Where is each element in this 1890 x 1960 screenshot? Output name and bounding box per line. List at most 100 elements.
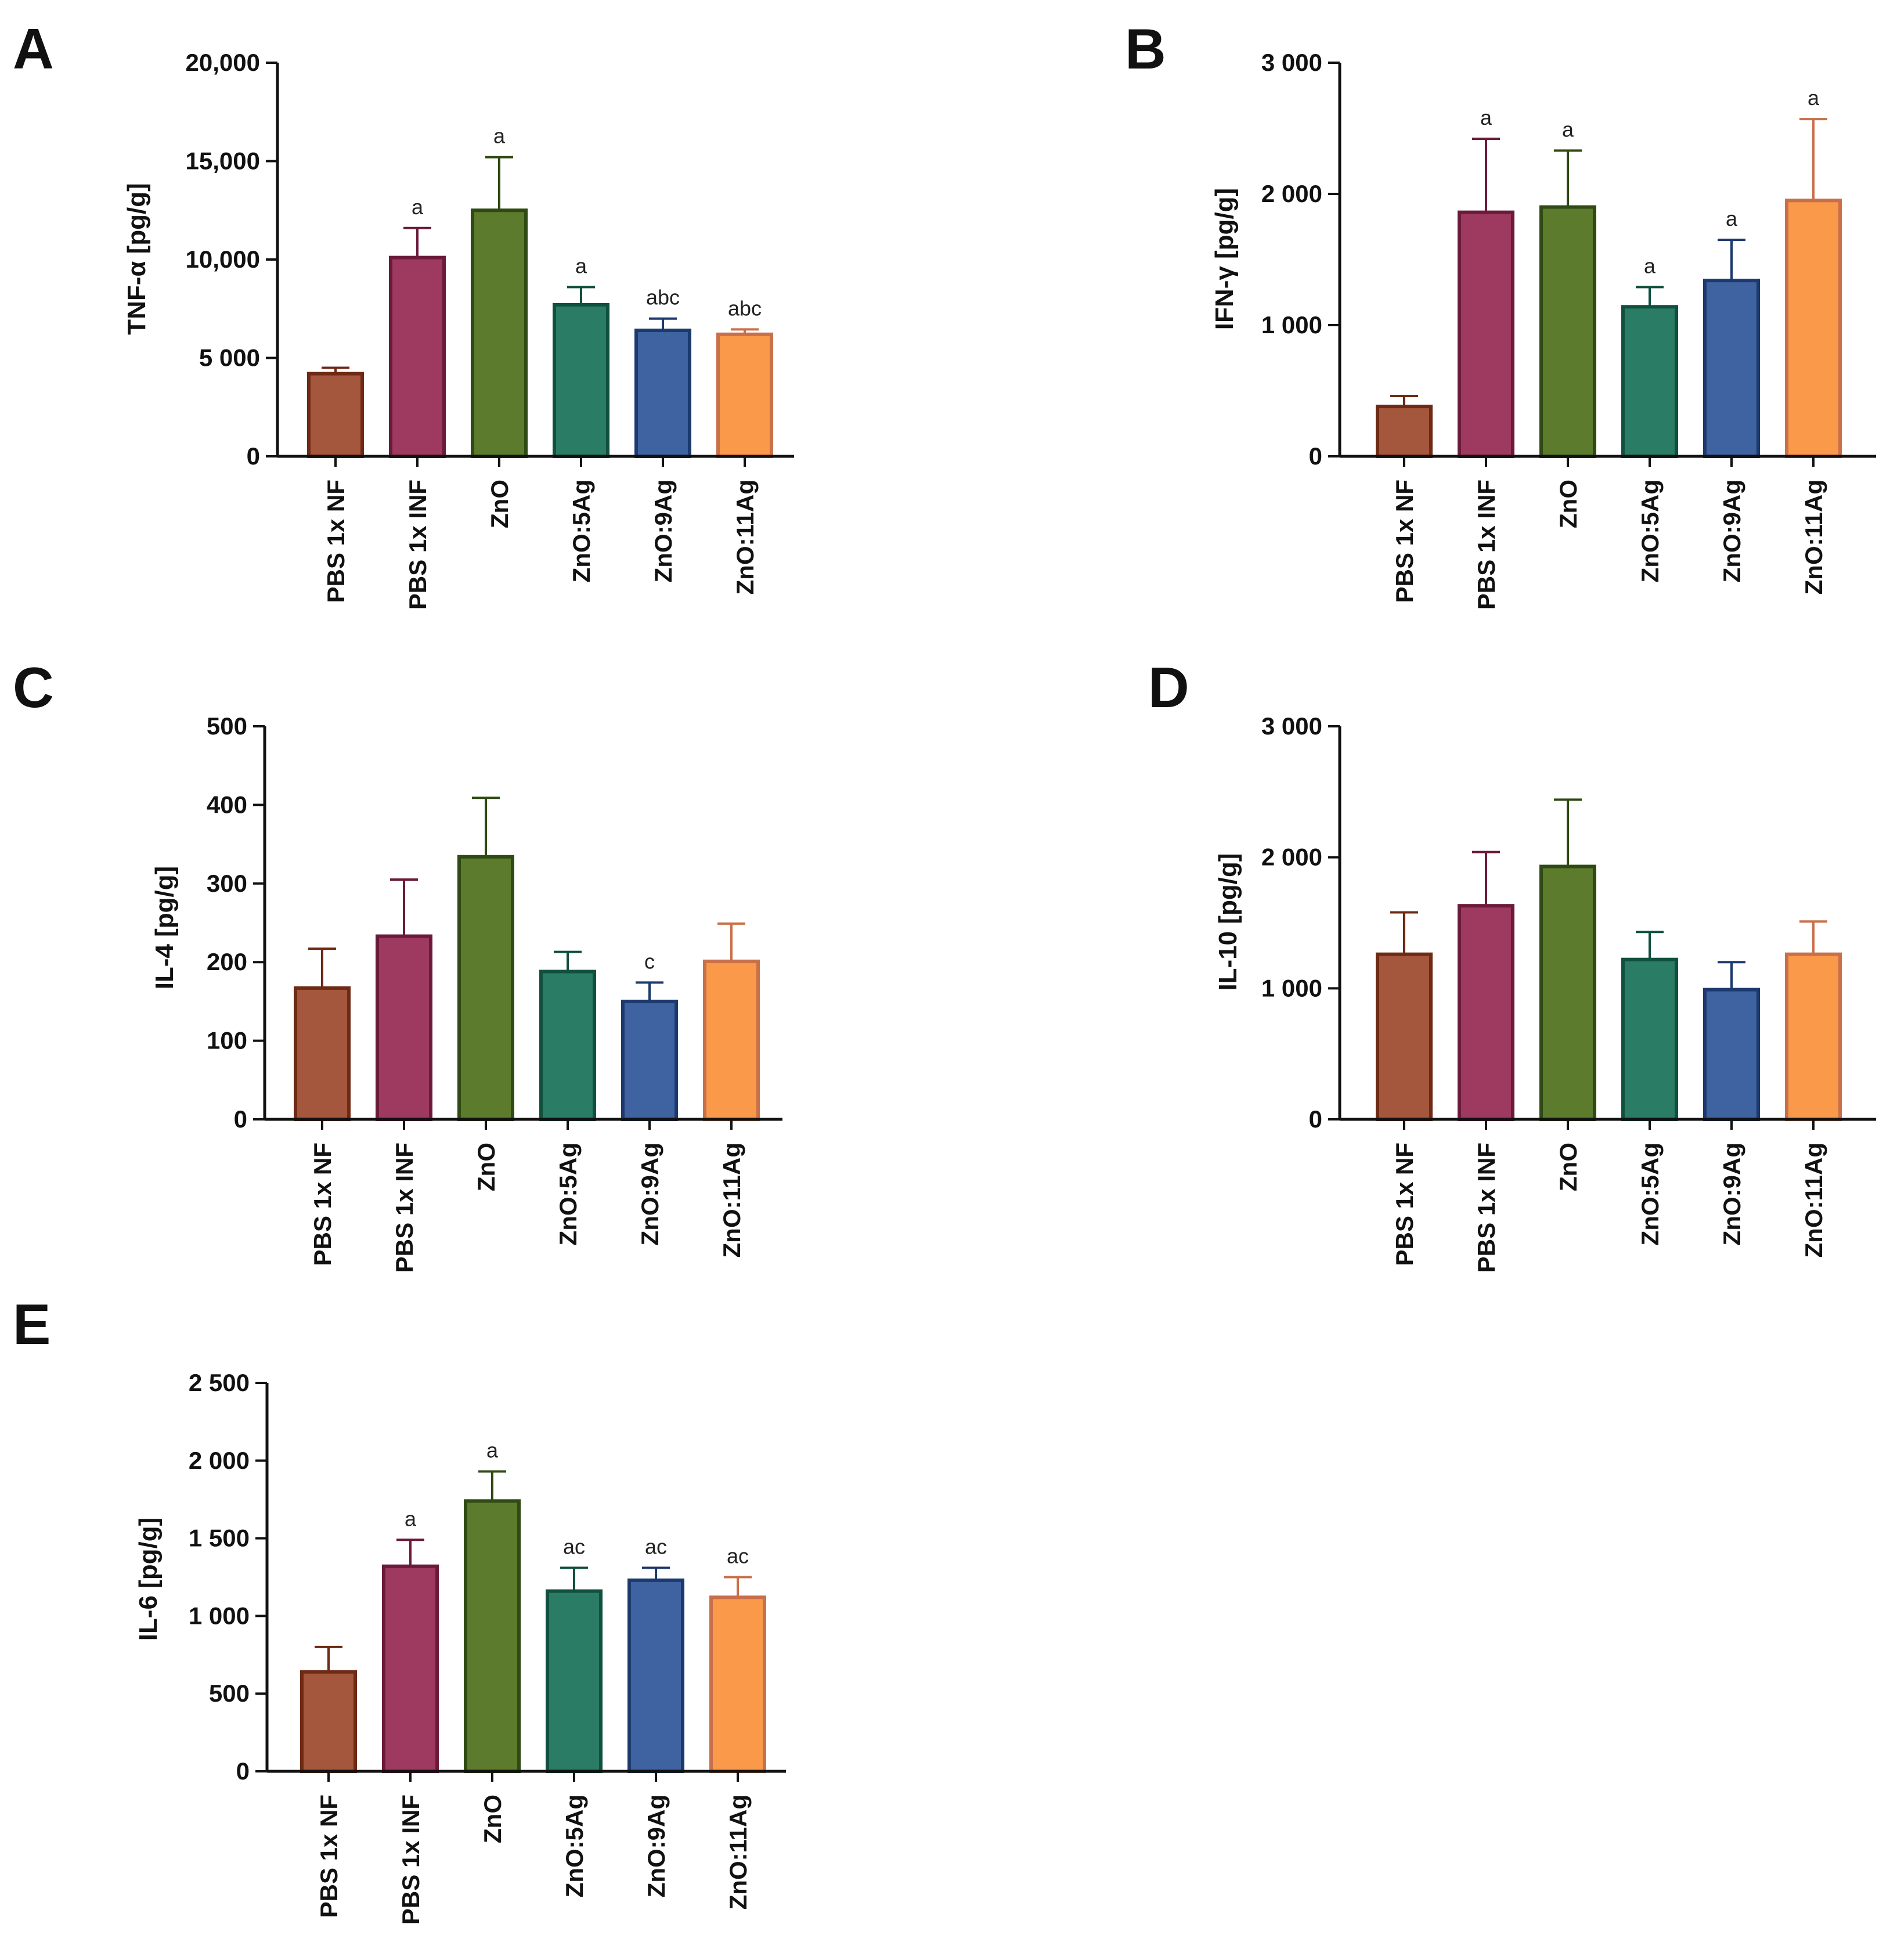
panel-e-significance-label: ac	[563, 1534, 585, 1558]
panel-e-y-tick-label: 2 500	[189, 1369, 250, 1396]
panel-b-category-label: PBS 1x INF	[1473, 480, 1500, 610]
panel-e-significance-label: a	[486, 1439, 499, 1462]
panel-c-ylabel: IL-4 [pg/g]	[150, 866, 179, 990]
panel-b-y-tick-label: 3 000	[1261, 49, 1322, 76]
panel-c-bar	[539, 970, 596, 1121]
panel-a-category-label: ZnO	[486, 480, 513, 528]
panel-e-category-label: ZnO:11Ag	[724, 1795, 752, 1909]
panel-b-category-label: ZnO:5Ag	[1636, 480, 1664, 582]
panel-d-bar	[1376, 952, 1433, 1122]
panel-c-bar	[621, 999, 678, 1122]
panel-e-category-label: ZnO:5Ag	[561, 1795, 588, 1897]
panel-d-category-label: ZnO:11Ag	[1800, 1143, 1827, 1258]
panel-c-category-label: ZnO:9Ag	[636, 1143, 663, 1245]
panel-a-ylabel: TNF-α [pg/g]	[122, 183, 151, 335]
panel-e-y-tick-label: 2 000	[189, 1447, 250, 1474]
panel-a-letter: A	[13, 17, 54, 81]
panel-b: B IFN-γ [pg/g] PBS 1x NF a PBS 1x INF a ZnO a…	[1125, 17, 1876, 610]
panel-c-y-tick-label: 500	[207, 712, 247, 740]
panel-b-bar	[1458, 210, 1514, 458]
panel-c-y-tick-label: 300	[207, 870, 247, 897]
panel-a-category-label: ZnO:11Ag	[731, 480, 759, 595]
panel-c-letter: C	[13, 655, 54, 719]
panel-e-y-tick-label: 1 500	[189, 1525, 250, 1552]
panel-a-category-label: PBS 1x INF	[404, 480, 431, 610]
panel-e-bar	[382, 1564, 439, 1774]
panel-d-letter: D	[1148, 655, 1189, 719]
panel-b-significance-label: a	[1562, 117, 1574, 141]
panel-e-significance-label: a	[405, 1507, 417, 1530]
panel-b-significance-label: a	[1644, 254, 1656, 278]
panel-c-y-tick-label: 0	[234, 1105, 247, 1133]
panel-d-ylabel: IL-10 [pg/g]	[1214, 853, 1242, 990]
panel-a-bar	[389, 255, 446, 458]
panel-e: E IL-6 [pg/g] PBS 1x NF a PBS 1x INF a ZnO ac…	[13, 1292, 786, 1925]
panel-a-significance-label: a	[575, 254, 587, 278]
panel-c-y-tick-label: 400	[207, 791, 247, 818]
panel-b-bar	[1376, 405, 1433, 458]
panel-b-y-tick-label: 2 000	[1261, 180, 1322, 207]
panel-d-bar	[1785, 952, 1842, 1122]
panel-a-y-tick-label: 10,000	[186, 246, 260, 273]
panel-a-bar	[471, 208, 528, 458]
panel-a-category-label: PBS 1x NF	[322, 480, 349, 603]
panel-a-category-label: ZnO:9Ag	[650, 480, 677, 582]
panel-b-ylabel: IFN-γ [pg/g]	[1210, 188, 1239, 330]
panel-b-category-label: ZnO:11Ag	[1800, 480, 1827, 595]
panel-b-category-label: PBS 1x NF	[1391, 480, 1418, 603]
panel-c-bar	[703, 959, 760, 1121]
panel-e-category-label: ZnO:9Ag	[643, 1795, 670, 1897]
panel-b-y-tick-label: 1 000	[1261, 311, 1322, 338]
panel-a-category-label: ZnO:5Ag	[568, 480, 595, 582]
panel-a-y-tick-label: 20,000	[186, 49, 260, 76]
panel-c-category-label: ZnO	[472, 1143, 500, 1191]
panel-b-bar	[1703, 279, 1760, 458]
panel-d-category-label: PBS 1x INF	[1473, 1143, 1500, 1273]
panel-e-ylabel: IL-6 [pg/g]	[134, 1518, 163, 1641]
panel-e-bar	[709, 1595, 766, 1774]
panel-d-category-label: ZnO:9Ag	[1718, 1143, 1745, 1245]
panel-d-category-label: PBS 1x NF	[1391, 1143, 1418, 1266]
panel-b-significance-label: a	[1480, 106, 1492, 129]
panel-d: D IL-10 [pg/g] PBS 1x NF PBS 1x INF ZnO ZnO…	[1148, 655, 1876, 1273]
panel-b-significance-label: a	[1808, 86, 1820, 110]
panel-c-y-tick-label: 100	[207, 1027, 247, 1054]
panel-c-category-label: PBS 1x NF	[309, 1143, 336, 1266]
panel-a-bar	[307, 372, 364, 458]
panel-a: A TNF-α [pg/g] PBS 1x NF a PBS 1x INF a ZnO a…	[13, 17, 794, 610]
panel-e-y-tick-label: 500	[209, 1680, 250, 1707]
panel-c-significance-label: c	[644, 949, 655, 973]
panel-b-letter: B	[1125, 17, 1166, 81]
panel-a-significance-label: a	[412, 195, 424, 219]
panel-b-y-tick-label: 0	[1309, 442, 1322, 470]
panel-d-bar	[1621, 957, 1678, 1121]
panel-d-bar	[1539, 864, 1596, 1122]
panel-d-y-tick-label: 3 000	[1261, 712, 1322, 740]
panel-e-significance-label: ac	[645, 1534, 667, 1558]
panel-d-y-tick-label: 0	[1309, 1105, 1322, 1133]
panel-a-significance-label: abc	[646, 286, 680, 309]
panel-c-bar	[457, 855, 514, 1122]
panel-a-y-tick-label: 5 000	[199, 344, 260, 372]
panel-e-letter: E	[13, 1292, 51, 1356]
panel-a-bar	[634, 329, 691, 458]
panel-b-bar	[1621, 305, 1678, 458]
panel-a-y-tick-label: 0	[247, 442, 260, 470]
panel-c-category-label: PBS 1x INF	[391, 1143, 418, 1273]
panel-d-bar	[1458, 904, 1514, 1121]
panel-e-category-label: ZnO	[479, 1795, 506, 1843]
panel-a-significance-label: abc	[728, 296, 762, 320]
panel-c-bar	[376, 934, 432, 1121]
panel-c-category-label: ZnO:5Ag	[554, 1143, 582, 1245]
panel-a-y-tick-label: 15,000	[186, 147, 260, 175]
panel-e-y-tick-label: 1 000	[189, 1602, 250, 1629]
panel-e-category-label: PBS 1x INF	[397, 1795, 424, 1925]
panel-c-y-tick-label: 200	[207, 948, 247, 975]
panel-e-significance-label: ac	[727, 1544, 749, 1568]
panel-b-bar	[1785, 199, 1842, 458]
panel-c-bar	[294, 986, 351, 1121]
panel-e-y-tick-label: 0	[236, 1757, 250, 1785]
panel-c: C IL-4 [pg/g] PBS 1x NF PBS 1x INF ZnO ZnO:…	[13, 655, 782, 1273]
panel-d-bar	[1703, 988, 1760, 1121]
